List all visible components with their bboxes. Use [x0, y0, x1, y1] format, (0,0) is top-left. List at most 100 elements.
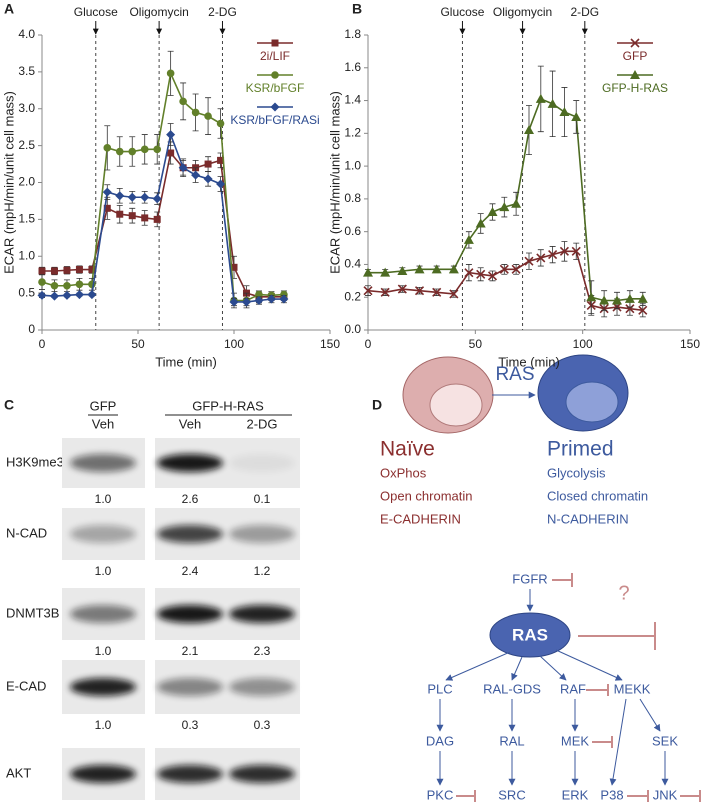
y-tick-label: 0 [28, 322, 35, 336]
x-tick-label: 100 [224, 337, 244, 351]
x-axis-label: Time (min) [498, 354, 560, 369]
pathway-node: RAF [560, 681, 586, 696]
marker [141, 214, 149, 222]
panel-label: C [4, 397, 14, 413]
row-label: DNMT3B [6, 605, 59, 620]
y-tick-label: 1.0 [344, 158, 361, 172]
band [157, 454, 223, 472]
pathway-node: ERK [562, 787, 589, 802]
inhibitor [552, 573, 573, 587]
band [70, 525, 136, 543]
marker [216, 179, 226, 189]
marker [166, 69, 175, 78]
y-tick-label: 2.5 [18, 138, 35, 152]
marker [75, 280, 84, 289]
marker [128, 212, 136, 220]
marker [524, 256, 534, 266]
arrow [539, 655, 567, 681]
marker [229, 297, 239, 307]
x-tick-label: 0 [365, 337, 372, 351]
row-label: H3K9me3 [6, 454, 64, 469]
marker [241, 297, 251, 307]
lane-label: Veh [92, 416, 114, 431]
inhibitor [586, 684, 609, 696]
marker [612, 295, 623, 305]
marker [217, 156, 225, 164]
band [70, 605, 136, 623]
marker [414, 264, 425, 274]
band [229, 454, 295, 472]
marker [449, 289, 459, 299]
marker [432, 287, 442, 297]
band-quant: 1.0 [95, 492, 112, 506]
x-tick-label: 100 [573, 337, 593, 351]
marker [179, 97, 187, 106]
marker [487, 271, 498, 281]
state-feature: N-CADHERIN [547, 511, 629, 526]
arrow [609, 698, 627, 786]
pathway-node: MEK [561, 733, 590, 748]
hub-label: RAS [512, 625, 548, 644]
marker [153, 145, 161, 154]
event-label: Oligomycin [493, 5, 552, 19]
y-tick-label: 0.8 [344, 191, 361, 205]
marker [166, 130, 176, 140]
marker [536, 253, 546, 263]
band-quant: 1.0 [95, 718, 112, 732]
event-label: Oligomycin [129, 5, 188, 19]
marker [50, 267, 58, 275]
marker [475, 218, 486, 228]
primed-nucleus [565, 381, 619, 423]
pathway-node: PKC [427, 787, 454, 802]
y-tick-label: 1.2 [344, 126, 361, 140]
marker [397, 266, 408, 275]
band [70, 765, 136, 783]
row-label: AKT [6, 765, 31, 780]
pathway-node: SRC [498, 787, 525, 802]
x-tick-label: 0 [39, 337, 46, 351]
marker [191, 108, 200, 117]
marker [128, 147, 137, 156]
marker [271, 71, 279, 79]
y-tick-label: 3.5 [18, 64, 35, 78]
state-feature: OxPhos [380, 465, 427, 480]
y-axis-label: ECAR (mpH/min/unit cell mass) [1, 91, 16, 274]
inhibitor [578, 622, 656, 650]
inhibitor [592, 736, 613, 748]
legend-label: KSR/bFGF [246, 81, 305, 95]
marker [266, 294, 276, 304]
x-tick-label: 50 [131, 337, 145, 351]
x-tick-label: 150 [680, 337, 700, 351]
marker [167, 149, 175, 157]
naive-nucleus [429, 383, 483, 427]
y-tick-label: 1.0 [18, 248, 35, 262]
band [229, 765, 295, 783]
marker [637, 293, 648, 303]
marker [204, 160, 212, 168]
y-tick-label: 1.4 [344, 93, 361, 107]
band-quant: 2.1 [182, 644, 199, 658]
marker [511, 264, 521, 274]
lane-label: 2-DG [246, 416, 277, 431]
band [157, 525, 223, 543]
band [70, 454, 136, 472]
marker [380, 287, 390, 297]
marker [397, 284, 407, 294]
band-quant: 1.0 [95, 564, 112, 578]
lane-label: Veh [179, 416, 201, 431]
marker [191, 170, 201, 180]
marker [63, 281, 71, 290]
legend-label: GFP [623, 49, 648, 63]
pathway: PLC RAL-GDS RAF MEKK DAG RAL MEK SEK PKC SRC ERK P3… [426, 649, 701, 802]
marker [102, 187, 112, 197]
pathway-node: DAG [426, 733, 454, 748]
pathway-node: RAL [499, 733, 524, 748]
marker [74, 290, 84, 300]
x-tick-label: 50 [469, 337, 483, 351]
state-label: Naïve [380, 438, 435, 461]
marker [204, 112, 212, 120]
band [157, 678, 223, 696]
marker [625, 304, 635, 314]
marker [216, 119, 225, 128]
